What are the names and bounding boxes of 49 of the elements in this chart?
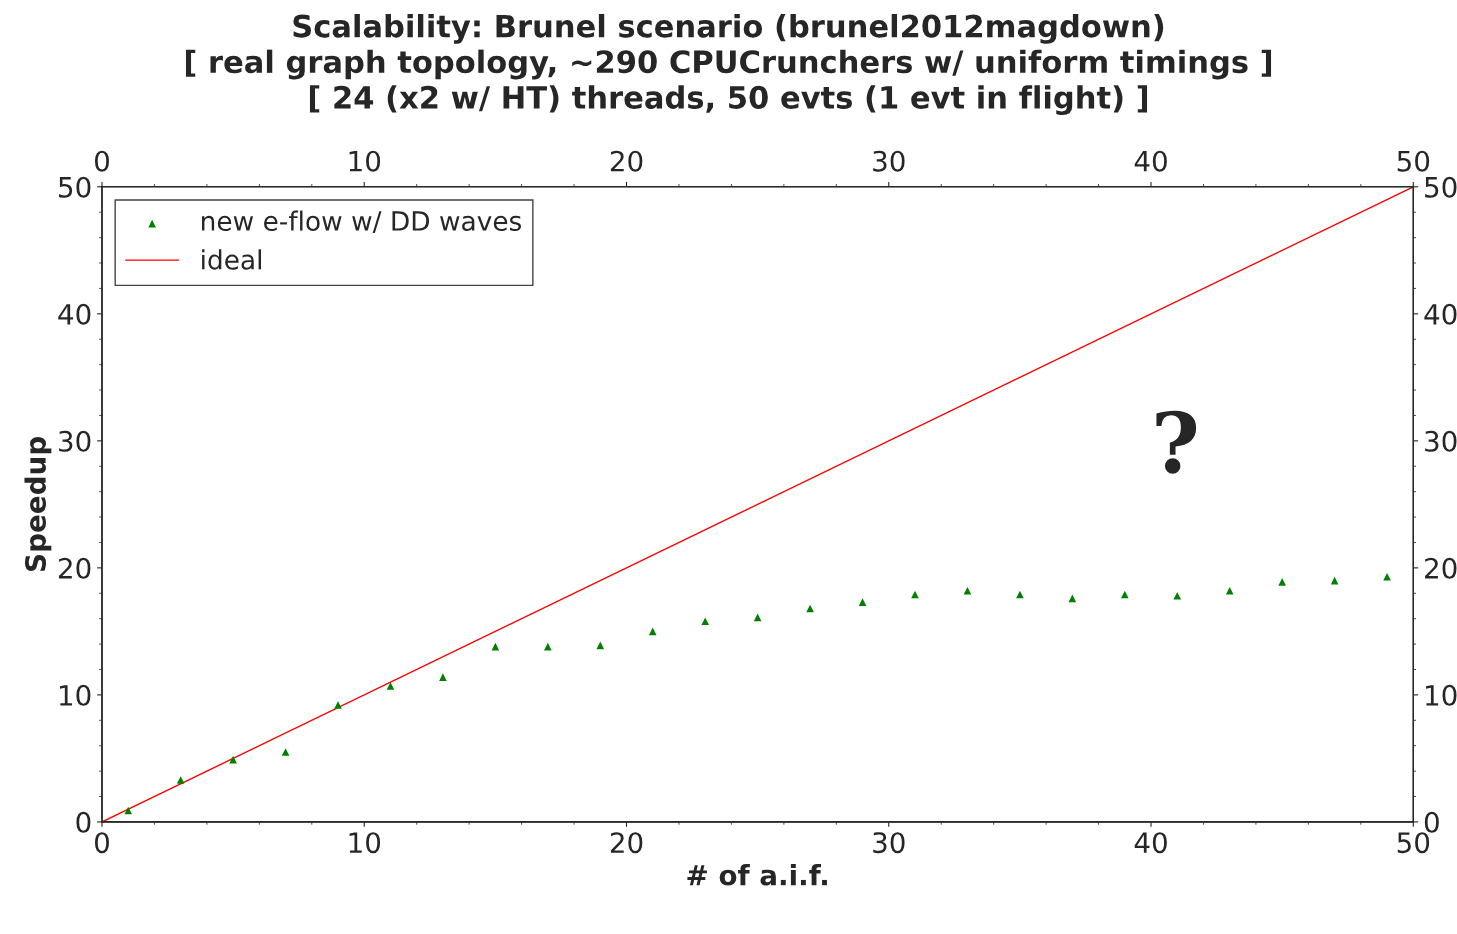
point [439,673,447,681]
x2-tick-label: 40 [1134,150,1167,172]
y2-tick-label: 10 [1426,684,1457,706]
y-tick-label: 30 [59,430,91,452]
point [701,617,709,626]
annotation: ? [1156,410,1197,474]
y2-tick-label: 20 [1425,557,1457,579]
x2-tick-label: 20 [610,150,643,172]
point [281,748,290,756]
point [1068,594,1077,603]
legend-label: ideal [202,249,261,270]
point [176,776,185,784]
point [858,598,867,606]
y-tick-label: 0 [76,811,91,833]
y-tick-label: 50 [59,176,91,198]
point [1173,592,1182,600]
point [1225,586,1234,595]
x2-tick-label: 30 [873,150,905,172]
point [648,627,657,636]
point [596,641,605,650]
y2-tick-label: 50 [1425,176,1457,198]
y-axis-title: Speedup [24,437,52,571]
point [334,701,342,709]
x2-tick-label: 0 [94,150,109,172]
y-tick-label: 20 [58,557,91,579]
x-tick-label: 0 [94,832,109,854]
x2-tick-label: 10 [349,150,381,172]
y2-tick-label: 30 [1425,430,1457,452]
legend-label: new e-flow w/ DD waves [202,210,522,234]
y-tick-label: 40 [58,303,91,325]
point [753,613,762,622]
point [544,642,552,651]
x-tick-label: 40 [1134,832,1167,854]
point [1278,578,1286,586]
point [963,586,972,595]
x-tick-label: 30 [873,832,905,854]
x-axis-title: # of a.i.f. [687,864,827,886]
point [1121,590,1129,599]
x2-tick-label: 50 [1397,150,1430,172]
chart-title: Scalability: Brunel scenario (brunel2012magdown) [ real graph topology, ~290 CPUCrunchers w/ uniform timings ] [ 24 (x2 w/ HT) threads, 50 evts (1 evt in flight) ] [185,14,1272,116]
point [386,682,395,690]
y2-tick-label: 40 [1424,303,1457,325]
y-tick-label: 10 [59,684,91,706]
point [124,806,133,815]
y2-tick-label: 0 [1424,811,1439,833]
x-tick-label: 50 [1397,832,1430,854]
x-tick-label: 10 [349,832,381,854]
x-tick-label: 20 [610,832,643,854]
point [1383,572,1391,581]
